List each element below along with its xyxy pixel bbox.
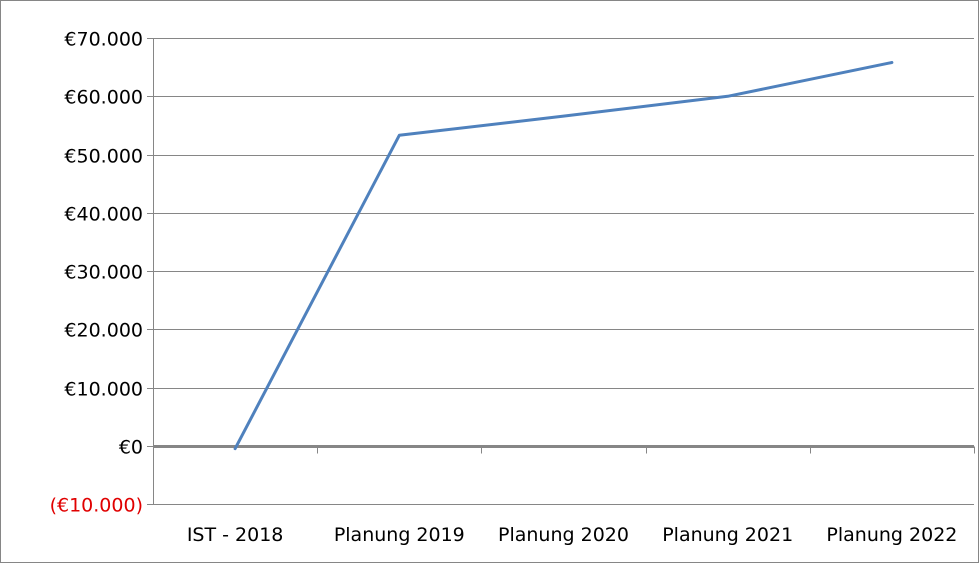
y-tick-label: €40.000	[64, 204, 143, 226]
x-tick-label: Planung 2019	[334, 524, 465, 546]
y-tick-labels: (€10.000) €0 €10.000 €20.000 €30.000 €40.000 €…	[50, 29, 143, 517]
y-tick-label: €50.000	[64, 146, 143, 168]
y-tick-label: €10.000	[64, 379, 143, 401]
series-line	[233, 61, 894, 451]
y-tick-label: (€10.000)	[50, 495, 143, 517]
axes	[147, 38, 975, 505]
x-tick-label: IST - 2018	[187, 524, 284, 546]
x-tick-label: Planung 2021	[662, 524, 793, 546]
series-lines	[233, 61, 894, 451]
y-tick-label: €0	[119, 437, 143, 459]
y-tick-label: €30.000	[64, 262, 143, 284]
y-tick-label: €70.000	[64, 29, 143, 51]
x-tick-labels: IST - 2018 Planung 2019 Planung 2020 Planun…	[187, 524, 958, 546]
y-tick-label: €60.000	[64, 87, 143, 109]
x-tick-label: Planung 2022	[826, 524, 957, 546]
y-tick-label: €20.000	[64, 320, 143, 342]
grid-lines	[153, 38, 974, 505]
x-tick-label: Planung 2020	[498, 524, 629, 546]
